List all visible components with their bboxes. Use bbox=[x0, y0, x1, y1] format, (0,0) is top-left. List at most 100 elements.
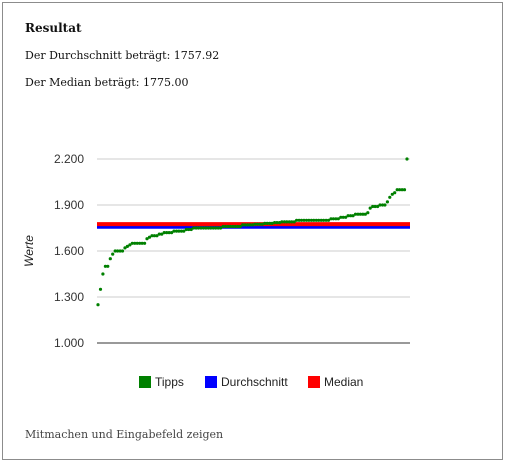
tipps-point bbox=[361, 212, 365, 216]
tipps-point bbox=[285, 220, 289, 224]
tipps-point bbox=[268, 221, 272, 225]
tipps-point bbox=[270, 221, 274, 225]
tipps-point bbox=[334, 217, 338, 221]
tipps-point bbox=[324, 218, 328, 222]
tipps-point bbox=[106, 264, 110, 268]
tipps-point bbox=[253, 222, 257, 226]
tipps-point bbox=[172, 229, 176, 233]
tipps-point bbox=[201, 226, 206, 230]
tipps-point bbox=[101, 272, 105, 276]
tipps-point bbox=[282, 220, 286, 224]
legend-item-tipps[interactable]: Tipps bbox=[139, 375, 184, 389]
tipps-point bbox=[128, 243, 132, 247]
y-tick-label: 1.900 bbox=[54, 198, 84, 212]
tipps-point bbox=[182, 229, 186, 233]
tipps-point bbox=[341, 215, 345, 219]
tipps-point bbox=[400, 188, 404, 192]
legend-swatch bbox=[308, 376, 320, 388]
tipps-point bbox=[214, 226, 218, 230]
tipps-point bbox=[233, 224, 237, 229]
tipps-point bbox=[329, 217, 333, 221]
tipps-point bbox=[322, 218, 326, 222]
tipps-point bbox=[196, 226, 201, 230]
tipps-point bbox=[385, 200, 389, 204]
tipps-point bbox=[130, 241, 134, 245]
legend-swatch bbox=[205, 376, 217, 388]
tipps-point bbox=[111, 252, 115, 256]
tipps-point bbox=[265, 221, 269, 225]
tipps-point bbox=[165, 231, 169, 235]
y-tick-label: 1.300 bbox=[54, 290, 84, 304]
tipps-point bbox=[155, 234, 159, 238]
tipps-point bbox=[177, 229, 181, 233]
tipps-point bbox=[277, 221, 282, 225]
tipps-point bbox=[378, 203, 382, 207]
tipps-point bbox=[346, 214, 350, 218]
tipps-point bbox=[236, 224, 240, 229]
tipps-point bbox=[383, 203, 387, 207]
tipps-point bbox=[160, 232, 164, 236]
tipps-point bbox=[143, 241, 147, 245]
result-panel bbox=[2, 2, 503, 460]
tipps-point bbox=[206, 226, 210, 230]
tipps-point bbox=[189, 227, 193, 232]
join-and-show-input-link[interactable]: Mitmachen und Eingabefeld zeigen bbox=[25, 428, 224, 441]
tipps-point bbox=[184, 227, 188, 232]
tipps-point bbox=[393, 191, 397, 195]
tipps-point bbox=[98, 287, 103, 291]
average-text: Der Durchschnitt beträgt: 1757.92 bbox=[25, 49, 220, 62]
tipps-point bbox=[238, 224, 242, 229]
tipps-point bbox=[221, 224, 225, 229]
tipps-point bbox=[402, 188, 407, 192]
tipps-point bbox=[353, 212, 358, 216]
tipps-point bbox=[255, 222, 259, 226]
tipps-point bbox=[226, 224, 230, 229]
tipps-point bbox=[199, 226, 203, 230]
tipps-point bbox=[304, 218, 309, 222]
tipps-point bbox=[145, 237, 149, 241]
tipps-point bbox=[140, 241, 144, 245]
tipps-point bbox=[248, 223, 252, 227]
tipps-point bbox=[187, 227, 191, 232]
tipps-point bbox=[366, 211, 370, 215]
tipps-point bbox=[388, 195, 392, 199]
legend-item-median[interactable]: Median bbox=[308, 375, 363, 389]
tipps-point bbox=[331, 217, 335, 221]
tipps-point bbox=[373, 204, 377, 209]
tipps-point bbox=[302, 218, 306, 222]
y-axis-title: Werte bbox=[22, 235, 36, 267]
tipps-point bbox=[390, 192, 394, 196]
tipps-point bbox=[351, 214, 355, 218]
y-tick-label: 2.200 bbox=[54, 152, 84, 166]
legend-label: Median bbox=[324, 375, 363, 389]
tipps-point bbox=[157, 232, 161, 236]
median-text: Der Median beträgt: 1775.00 bbox=[25, 76, 189, 89]
tipps-point bbox=[174, 229, 179, 233]
tipps-point bbox=[275, 221, 279, 225]
tipps-point bbox=[395, 188, 399, 192]
tipps-point bbox=[219, 226, 223, 230]
tipps-point bbox=[263, 221, 267, 225]
tipps-point bbox=[405, 157, 409, 161]
legend-item-durchschnitt[interactable]: Durchschnitt bbox=[205, 375, 288, 389]
tipps-point bbox=[167, 231, 171, 235]
tipps-point bbox=[312, 218, 316, 222]
tipps-point bbox=[108, 257, 112, 261]
legend-swatch bbox=[139, 376, 151, 388]
tipps-point bbox=[223, 224, 228, 229]
tipps-point bbox=[299, 218, 304, 222]
tipps-point bbox=[162, 231, 166, 235]
tipps-point bbox=[317, 218, 321, 222]
tipps-point bbox=[123, 246, 127, 250]
tipps-point bbox=[246, 223, 250, 227]
tipps-point bbox=[250, 223, 255, 227]
tipps-point bbox=[241, 223, 245, 227]
tipps-point bbox=[231, 224, 235, 229]
tipps-point bbox=[103, 264, 107, 268]
legend-label: Durchschnitt bbox=[221, 375, 288, 389]
tipps-point bbox=[258, 222, 262, 226]
tipps-point bbox=[150, 234, 154, 238]
tipps-point bbox=[358, 212, 362, 216]
tipps-point bbox=[120, 249, 125, 253]
